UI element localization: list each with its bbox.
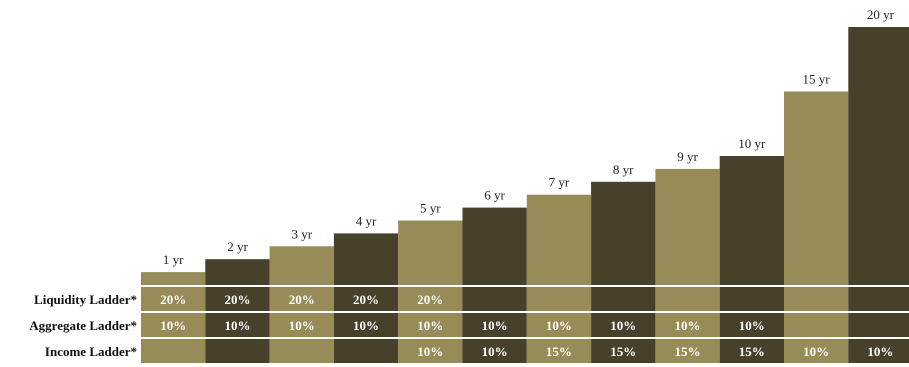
bar-10yr — [719, 156, 784, 285]
table-cell-value: 10% — [482, 344, 508, 359]
table-cell-bg — [526, 287, 592, 311]
table-cell-value: 10% — [610, 318, 636, 333]
bar-5yr — [398, 220, 463, 285]
table-cell-bg — [848, 339, 909, 363]
table-cell-value: 10% — [289, 318, 315, 333]
bar-label-15yr: 15 yr — [803, 72, 831, 87]
table-cell-value: 10% — [417, 318, 443, 333]
bar-label-10yr: 10 yr — [738, 136, 766, 151]
table-cell-bg — [848, 287, 909, 311]
table-cell-bg — [784, 287, 849, 311]
table-cell-bg — [784, 339, 849, 363]
table-cell-bg — [398, 313, 463, 337]
table-cell-bg — [719, 287, 784, 311]
table-cell-value: 10% — [803, 344, 829, 359]
table-cell-bg — [205, 287, 270, 311]
table-cell-bg — [205, 339, 270, 363]
bar-8yr — [591, 181, 656, 285]
table-cell-bg — [462, 339, 527, 363]
row-label-2: Income Ladder* — [45, 344, 137, 359]
table-cell-bg — [141, 287, 206, 311]
table-cell-bg — [784, 313, 849, 337]
bar-2yr — [205, 259, 270, 285]
table-cell-bg — [205, 313, 270, 337]
bar-3yr — [269, 246, 334, 285]
table-cell-bg — [269, 339, 334, 363]
bar-label-7yr: 7 yr — [549, 175, 570, 190]
table-cell-bg — [591, 287, 656, 311]
bar-label-2yr: 2 yr — [227, 239, 248, 254]
table-cell-value: 10% — [675, 318, 701, 333]
table-cell-bg — [141, 339, 206, 363]
table-cell-bg — [655, 313, 720, 337]
table-cell-value: 20% — [225, 292, 251, 307]
table-cell-value: 15% — [739, 344, 765, 359]
table-cell-bg — [398, 339, 463, 363]
bar-4yr — [333, 233, 399, 285]
table-cell-bg — [719, 313, 784, 337]
table-cell-value: 10% — [417, 344, 443, 359]
bar-label-1yr: 1 yr — [163, 252, 184, 267]
table-cell-bg — [269, 287, 334, 311]
bar-label-8yr: 8 yr — [613, 162, 634, 177]
table-cell-bg — [848, 313, 909, 337]
bar-labels-group: 1 yr 2 yr 3 yr 4 yr 5 yr 6 yr 7 yr 8 yr 9 yr 10 y… — [163, 7, 895, 267]
table-cell-value: 10% — [160, 318, 186, 333]
bar-label-20yr: 20 yr — [867, 7, 895, 22]
table-cell-value: 10% — [482, 318, 508, 333]
bar-15yr — [784, 91, 849, 285]
table-cell-bg — [591, 339, 656, 363]
table-cell-value: 20% — [417, 292, 443, 307]
row-labels-group: Liquidity Ladder* Aggregate Ladder* Income… — [29, 292, 137, 359]
table-cell-value: 15% — [610, 344, 636, 359]
row-label-1: Aggregate Ladder* — [29, 318, 137, 333]
bar-7yr — [526, 194, 592, 285]
bar-label-3yr: 3 yr — [292, 226, 313, 241]
table-cell-bg — [141, 313, 206, 337]
table-cell-bg — [333, 339, 399, 363]
bar-6yr — [462, 207, 527, 285]
table-cell-value: 10% — [225, 318, 251, 333]
bar-20yr — [848, 27, 909, 285]
table-cell-bg — [269, 313, 334, 337]
table-cell-value: 20% — [289, 292, 315, 307]
table-cell-value: 20% — [160, 292, 186, 307]
bar-1yr — [141, 272, 206, 285]
table-cell-bg — [655, 287, 720, 311]
table-cell-value: 10% — [546, 318, 572, 333]
table-cell-bg — [333, 287, 399, 311]
table-cell-value: 15% — [546, 344, 572, 359]
table-cell-value: 10% — [739, 318, 765, 333]
table-cell-bg — [526, 339, 592, 363]
table-cell-bg — [655, 339, 720, 363]
row-label-0: Liquidity Ladder* — [34, 292, 137, 307]
bar-label-9yr: 9 yr — [677, 149, 698, 164]
bars-group — [141, 27, 909, 285]
bar-label-5yr: 5 yr — [420, 201, 441, 216]
table-cell-value: 15% — [675, 344, 701, 359]
table-cell-bg — [333, 313, 399, 337]
table-cell-bg — [591, 313, 656, 337]
bar-label-6yr: 6 yr — [484, 188, 505, 203]
table-cell-value: 10% — [353, 318, 379, 333]
table-cell-value: 10% — [867, 344, 893, 359]
table-cell-bg — [462, 287, 527, 311]
allocation-table: 20% 10% 20% 10% 20% 10% 20% 10% 20% 10% 10% 10% 10% 1… — [141, 285, 909, 363]
bar-9yr — [655, 168, 720, 285]
table-cell-bg — [719, 339, 784, 363]
table-cell-value: 20% — [353, 292, 379, 307]
table-cell-bg — [526, 313, 592, 337]
bar-label-4yr: 4 yr — [356, 213, 377, 228]
table-cell-bg — [398, 287, 463, 311]
table-cell-bg — [462, 313, 527, 337]
